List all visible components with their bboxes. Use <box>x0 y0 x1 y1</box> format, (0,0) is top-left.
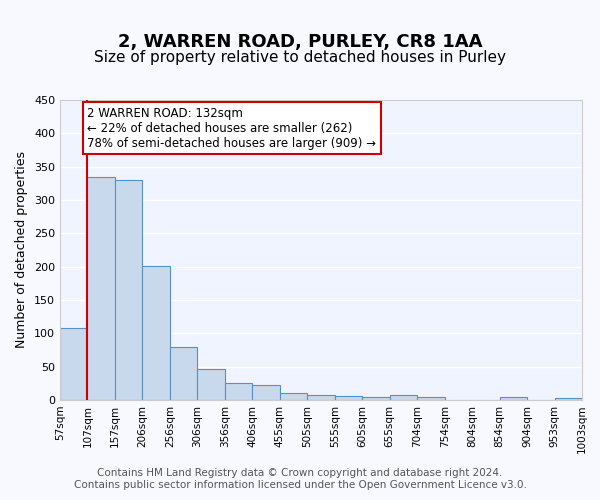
Bar <box>142 266 170 400</box>
Bar <box>253 386 280 400</box>
Bar <box>115 180 142 400</box>
Bar <box>225 384 253 400</box>
Bar <box>362 396 389 400</box>
Bar <box>280 392 307 400</box>
Text: 2, WARREN ROAD, PURLEY, CR8 1AA: 2, WARREN ROAD, PURLEY, CR8 1AA <box>118 32 482 50</box>
Bar <box>307 396 335 400</box>
Text: Size of property relative to detached houses in Purley: Size of property relative to detached ho… <box>94 50 506 65</box>
Bar <box>554 398 582 400</box>
Y-axis label: Number of detached properties: Number of detached properties <box>16 152 28 348</box>
Bar <box>389 396 417 400</box>
Bar <box>170 346 197 400</box>
Bar <box>417 396 445 400</box>
Bar <box>197 368 225 400</box>
Bar <box>88 176 115 400</box>
Text: Contains HM Land Registry data © Crown copyright and database right 2024.
Contai: Contains HM Land Registry data © Crown c… <box>74 468 526 490</box>
Bar <box>60 328 88 400</box>
Text: 2 WARREN ROAD: 132sqm
← 22% of detached houses are smaller (262)
78% of semi-det: 2 WARREN ROAD: 132sqm ← 22% of detached … <box>88 106 376 150</box>
Bar <box>500 398 527 400</box>
Bar <box>335 396 362 400</box>
